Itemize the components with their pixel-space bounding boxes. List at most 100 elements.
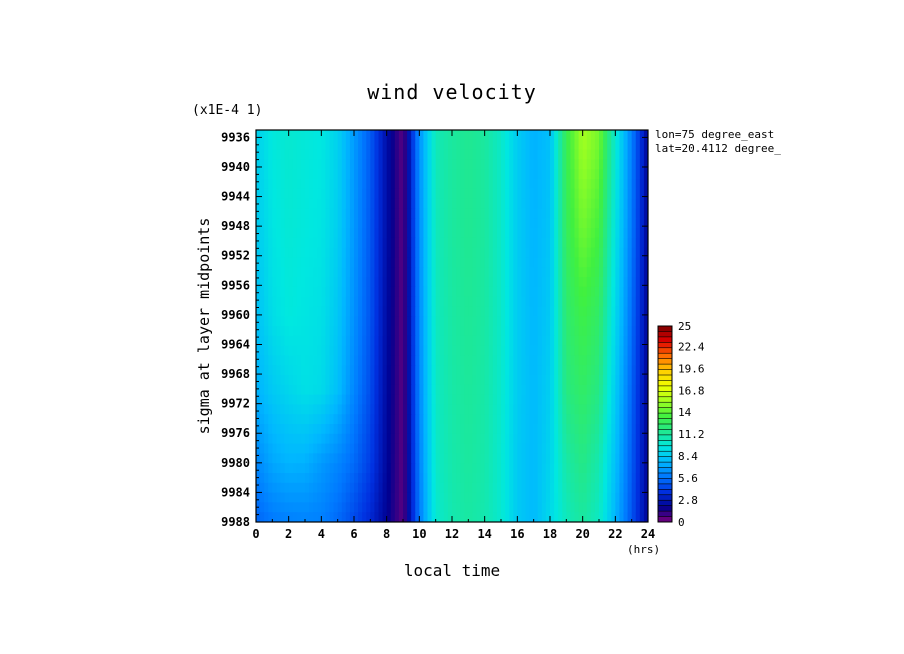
heatmap-cell [300, 169, 306, 180]
heatmap-cell [603, 355, 608, 366]
heatmap-cell [513, 404, 518, 415]
heatmap-cell [554, 326, 559, 337]
heatmap-cell [464, 384, 469, 396]
heatmap-cell [574, 218, 580, 229]
heatmap-cell [492, 277, 498, 288]
heatmap-cell [586, 404, 592, 415]
heatmap-cell [321, 169, 327, 180]
heatmap-cell [590, 424, 596, 435]
heatmap-cell [264, 326, 269, 337]
heatmap-cell [390, 404, 396, 415]
heatmap-cell [603, 267, 608, 278]
heatmap-cell [313, 169, 318, 180]
heatmap-cell [452, 384, 457, 396]
heatmap-cell [627, 237, 633, 249]
heatmap-cell [362, 130, 367, 141]
heatmap-cell [619, 394, 625, 405]
heatmap-cell [476, 482, 482, 494]
heatmap-cell [439, 345, 445, 356]
heatmap-cell [358, 482, 363, 494]
heatmap-cell [443, 188, 449, 200]
heatmap-cell [280, 198, 286, 209]
heatmap-cell [411, 139, 416, 151]
heatmap-cell [586, 159, 592, 170]
heatmap-cell [562, 198, 567, 209]
heatmap-cell [305, 473, 310, 484]
heatmap-cell [411, 502, 416, 513]
heatmap-cell [382, 326, 388, 337]
heatmap-cell [554, 492, 559, 503]
heatmap-cell [529, 345, 535, 356]
heatmap-cell [407, 179, 412, 190]
heatmap-cell [550, 316, 555, 327]
heatmap-cell [264, 394, 269, 405]
heatmap-cell [594, 228, 600, 239]
heatmap-cell [370, 139, 376, 151]
heatmap-cell [529, 433, 535, 445]
heatmap-cell [300, 139, 306, 151]
heatmap-cell [603, 169, 608, 180]
heatmap-cell [533, 179, 539, 190]
heatmap-cell [325, 375, 331, 386]
heatmap-cell [456, 473, 461, 484]
heatmap-cell [300, 188, 306, 200]
heatmap-cell [317, 404, 322, 415]
heatmap-cell [337, 198, 343, 209]
heatmap-cell [419, 443, 425, 454]
heatmap-cell [643, 139, 648, 151]
heatmap-cell [362, 277, 367, 288]
heatmap-cell [403, 179, 408, 190]
heatmap-cell [529, 326, 535, 337]
heatmap-cell [643, 159, 648, 170]
heatmap-cell [386, 355, 392, 366]
heatmap-cell [292, 267, 298, 278]
heatmap-cell [558, 188, 563, 200]
heatmap-cell [529, 159, 535, 170]
heatmap-cell [537, 414, 543, 425]
heatmap-cell [374, 139, 380, 151]
heatmap-cell [407, 296, 412, 307]
heatmap-cell [468, 424, 474, 435]
heatmap-cell [541, 502, 547, 513]
heatmap-cell [521, 443, 527, 454]
heatmap-cell [537, 257, 543, 268]
heatmap-cell [276, 218, 282, 229]
heatmap-cell [260, 463, 265, 474]
chart-title: wind velocity [367, 80, 537, 104]
heatmap-cell [419, 375, 425, 386]
heatmap-cell [501, 433, 506, 445]
heatmap-cell [309, 384, 314, 396]
heatmap-cell [566, 247, 572, 258]
heatmap-cell [541, 228, 547, 239]
heatmap-cell [309, 375, 314, 386]
heatmap-cell [268, 316, 273, 327]
heatmap-cell [631, 375, 637, 386]
heatmap-cell [452, 326, 457, 337]
heatmap-cell [586, 492, 592, 503]
heatmap-cell [558, 277, 563, 288]
heatmap-cell [358, 247, 363, 258]
heatmap-cell [321, 198, 327, 209]
heatmap-cell [386, 188, 392, 200]
heatmap-cell [472, 316, 478, 327]
heatmap-cell [611, 512, 616, 522]
colorbar-tick-label: 8.4 [678, 450, 698, 463]
heatmap-cell [570, 365, 576, 376]
heatmap-cell [492, 384, 498, 396]
heatmap-cell [280, 286, 286, 298]
heatmap-cell [615, 237, 621, 249]
heatmap-cell [386, 169, 392, 180]
heatmap-cell [545, 375, 551, 386]
heatmap-cell [639, 463, 645, 474]
heatmap-cell [280, 149, 286, 160]
heatmap-cell [476, 384, 482, 396]
heatmap-cell [447, 404, 453, 415]
heatmap-cell [390, 453, 396, 464]
heatmap-cell [517, 463, 523, 474]
heatmap-cell [272, 316, 278, 327]
heatmap-cell [456, 316, 461, 327]
heatmap-cell [407, 139, 412, 151]
heatmap-cell [484, 316, 490, 327]
heatmap-cell [296, 247, 302, 258]
heatmap-cell [550, 502, 555, 513]
